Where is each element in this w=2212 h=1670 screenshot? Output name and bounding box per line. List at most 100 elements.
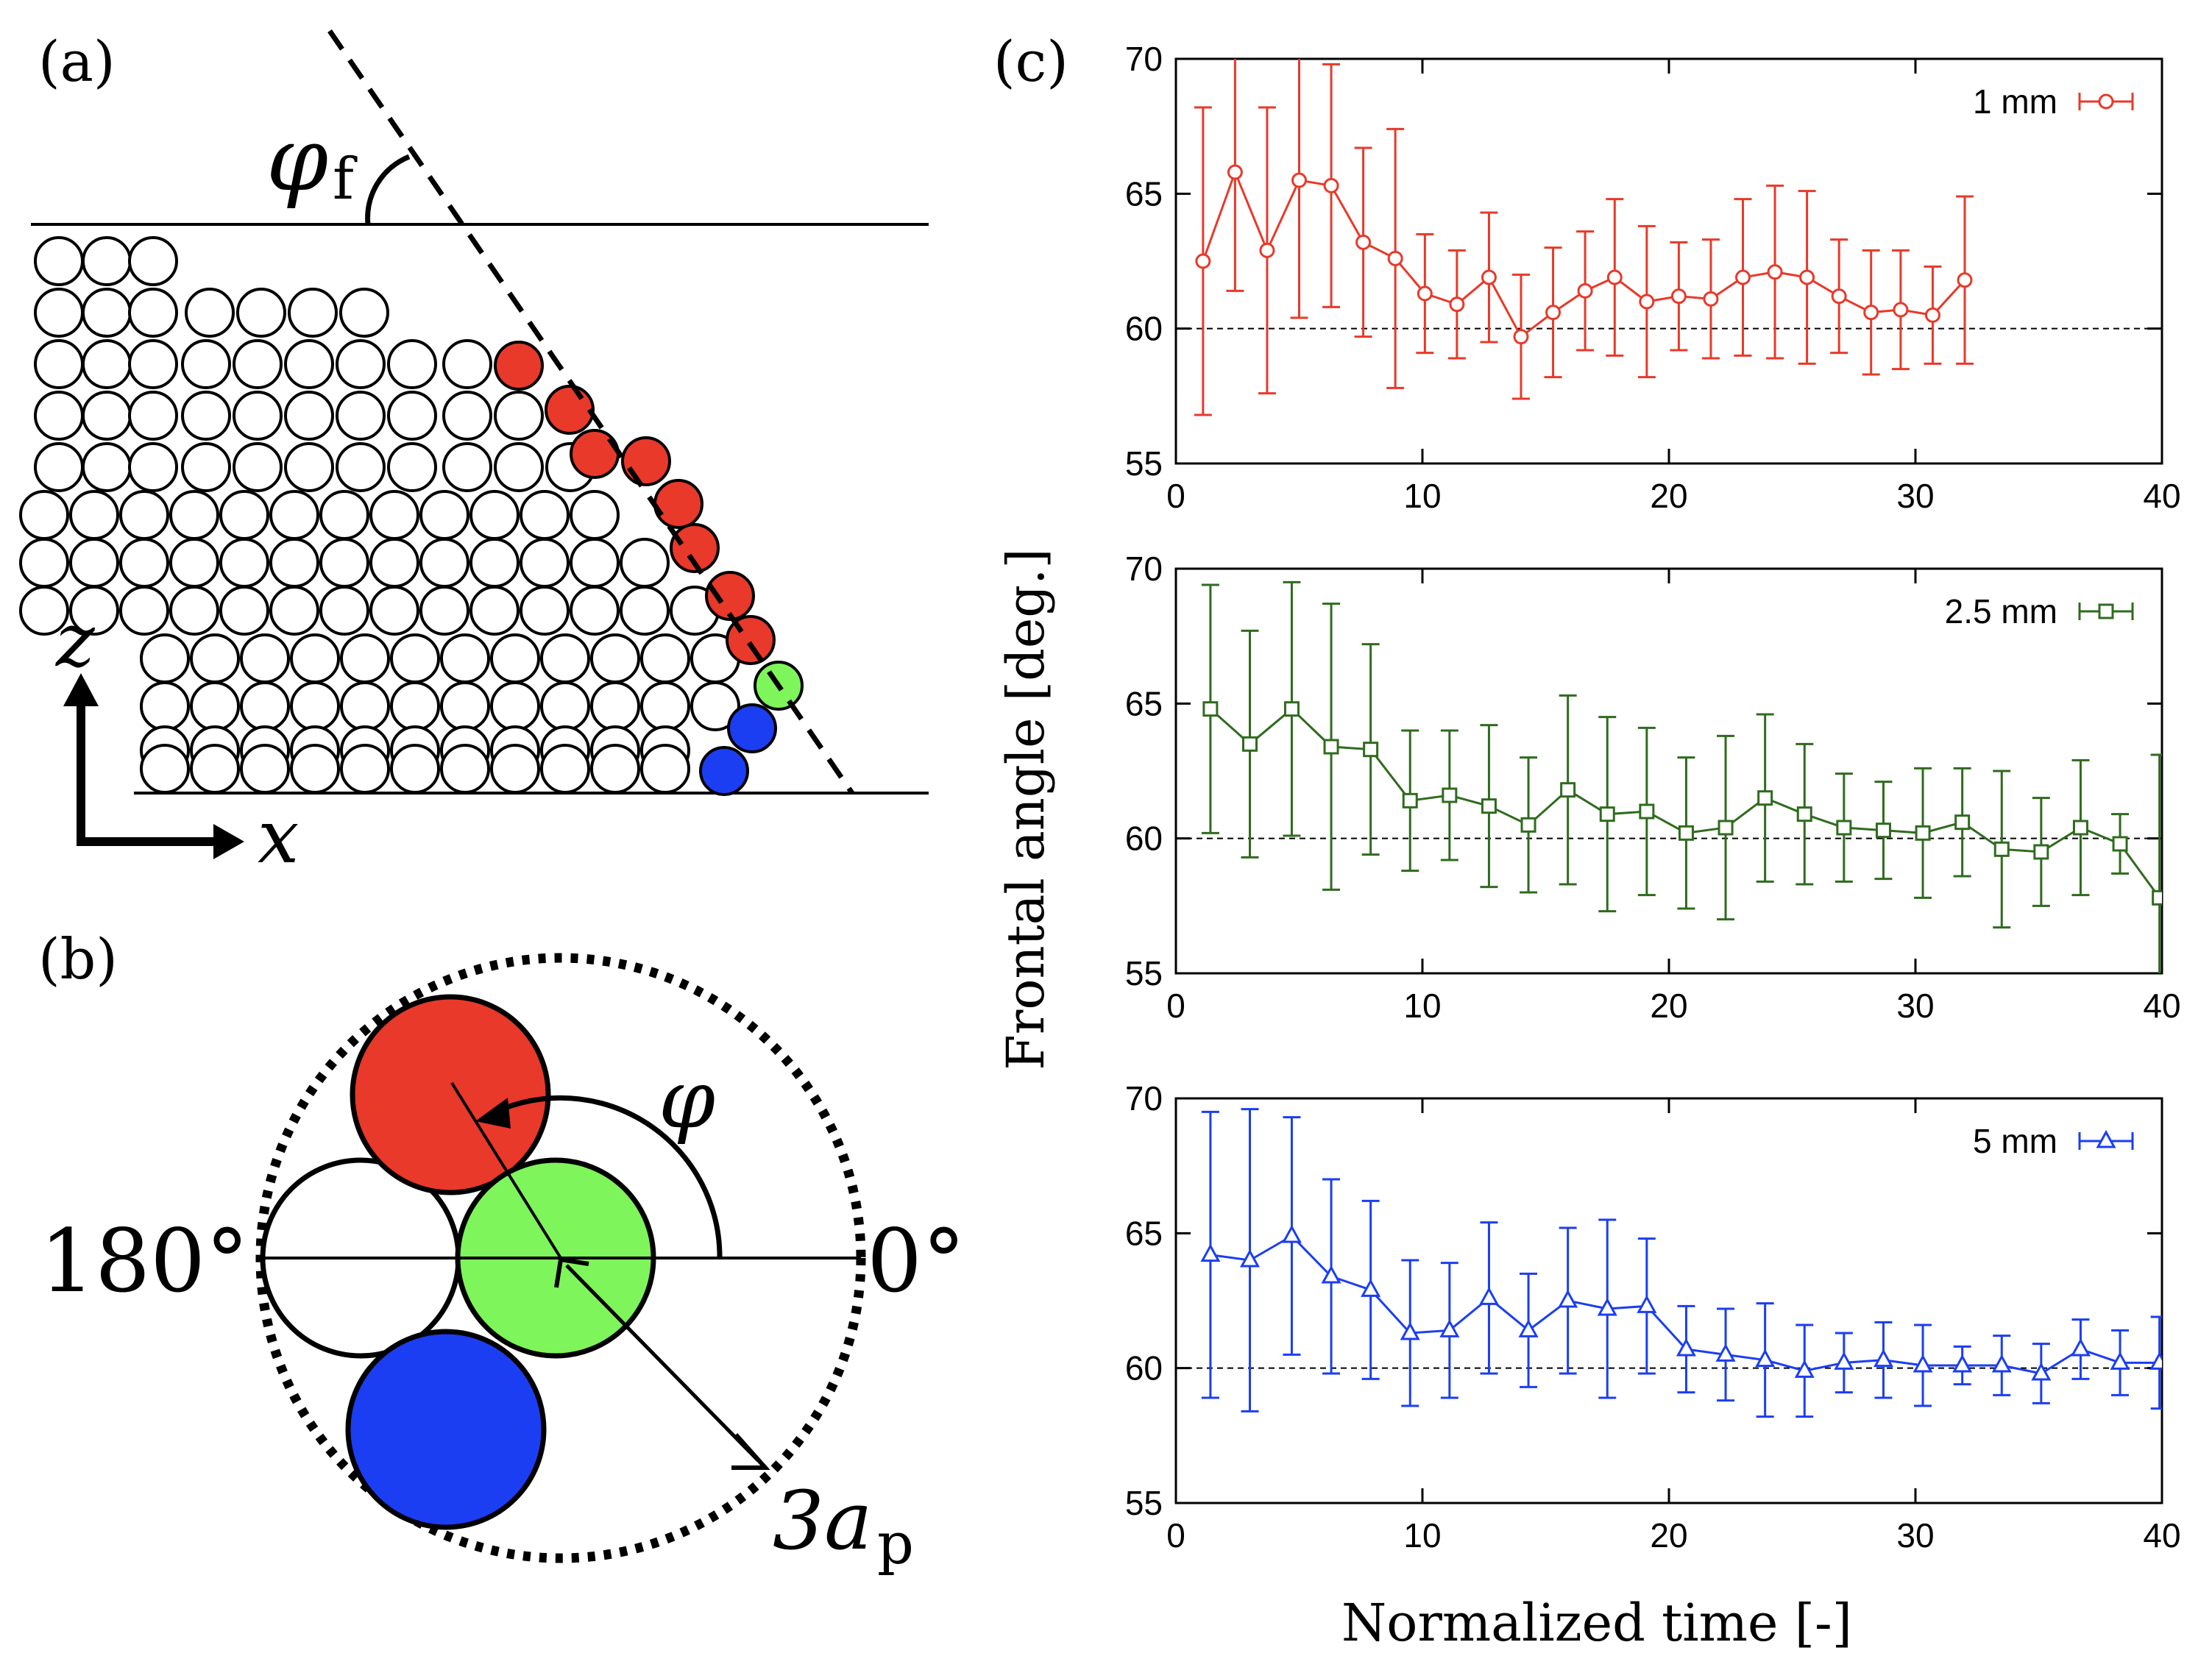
data-point — [1831, 288, 1847, 305]
particle-white — [590, 681, 640, 731]
data-point — [1442, 787, 1458, 803]
x-tick-label: 30 — [1896, 1516, 1934, 1554]
particle-white — [128, 391, 178, 441]
data-point — [1836, 820, 1852, 836]
y-tick-label: 70 — [1125, 550, 1163, 588]
chart-2: 55 60 65 70 0 10 20 30 40 2.5 mm — [1125, 550, 2181, 1025]
particle-white — [369, 586, 419, 636]
y-tick-label: 60 — [1125, 310, 1163, 348]
data-point — [1676, 1337, 1696, 1357]
data-point — [1915, 825, 1931, 841]
data-point — [1991, 1354, 2012, 1373]
particle-white — [442, 339, 492, 389]
particle-white — [19, 538, 69, 588]
particle-white — [340, 633, 390, 683]
particle-white — [219, 586, 269, 636]
particle-white — [290, 681, 340, 731]
particle-white — [336, 391, 386, 441]
particle-white — [369, 538, 419, 588]
particle-white — [284, 391, 334, 441]
data-point — [2149, 1351, 2162, 1370]
data-point — [1545, 305, 1561, 321]
particle-white — [540, 633, 590, 683]
particle-white — [119, 586, 169, 636]
particle-white — [336, 442, 386, 492]
series-1-mm — [1194, 59, 1974, 416]
panel-c-label: (c) — [993, 29, 1068, 94]
x-tick-label: 20 — [1650, 477, 1687, 515]
data-point — [1323, 739, 1339, 755]
particle-white — [190, 681, 240, 731]
y-tick-label: 70 — [1125, 1079, 1163, 1118]
particle-white — [119, 490, 169, 540]
data-point — [1291, 172, 1307, 188]
data-point — [2033, 844, 2049, 860]
particle-white — [369, 490, 419, 540]
neighbor-particle-red — [350, 994, 551, 1195]
data-point — [1715, 1343, 1736, 1362]
particle-white — [440, 633, 490, 683]
data-point — [2110, 1351, 2130, 1370]
data-point — [1355, 234, 1372, 250]
particle-white — [119, 538, 169, 588]
particle-white — [620, 586, 670, 636]
particle-white — [128, 236, 178, 286]
x-tick-label: 20 — [1650, 1516, 1687, 1554]
particle-white — [181, 442, 231, 492]
particle-white — [69, 538, 119, 588]
particle-base-blue — [699, 746, 749, 796]
x-axis-label: Normalized time [-] — [1341, 1593, 1852, 1653]
y-tick-label: 60 — [1125, 820, 1163, 858]
particle-white — [34, 236, 84, 286]
particle-white — [620, 538, 670, 588]
data-point — [1481, 269, 1497, 285]
data-point — [1757, 790, 1773, 806]
chart-3: 55 60 65 70 0 10 20 30 40 5 mm — [1125, 1079, 2181, 1554]
particle-white — [169, 586, 219, 636]
x-tick-label: 20 — [1650, 987, 1687, 1025]
label-180-degrees: 180° — [40, 1210, 249, 1312]
particle-white — [240, 633, 290, 683]
particle-white — [469, 586, 520, 636]
data-point — [1893, 302, 1909, 318]
particle-white — [340, 744, 390, 794]
data-point — [1200, 1243, 1221, 1262]
particle-white — [340, 681, 390, 731]
radius-subscript: p — [877, 1511, 914, 1577]
particle-white — [494, 442, 544, 492]
particle-white — [19, 490, 69, 540]
particle-white — [181, 339, 231, 389]
particle-white — [319, 538, 369, 588]
data-point — [1735, 269, 1751, 285]
panel-a: (a) φ f z x — [19, 29, 929, 880]
data-point — [1281, 1224, 1302, 1243]
data-point — [1913, 1354, 1933, 1373]
particle-white — [128, 288, 178, 338]
y-tick-label: 65 — [1125, 174, 1163, 213]
particle-white — [390, 681, 440, 731]
legend-label: 5 mm — [1973, 1122, 2057, 1160]
front-line-dashed — [327, 29, 854, 795]
particle-white — [82, 236, 132, 286]
particle-white — [469, 538, 520, 588]
data-point — [1875, 822, 1891, 839]
data-point — [1321, 1265, 1341, 1284]
particle-white — [640, 744, 690, 794]
particle-white — [419, 538, 469, 588]
data-point — [1954, 814, 1971, 831]
chart-1: 55 60 65 70 0 10 20 30 40 1 mm — [1125, 40, 2181, 515]
particle-white — [128, 339, 178, 389]
data-point — [1518, 1319, 1539, 1337]
particle-white — [240, 681, 290, 731]
particle-white — [269, 586, 319, 636]
particle-front-red — [670, 523, 720, 573]
data-point — [1363, 742, 1379, 758]
panel-a-label: (a) — [38, 29, 116, 94]
data-point — [1873, 1349, 1893, 1368]
data-point — [1924, 307, 1940, 323]
particle-white — [219, 490, 269, 540]
particle-white — [390, 633, 440, 683]
particle-white — [520, 490, 570, 540]
